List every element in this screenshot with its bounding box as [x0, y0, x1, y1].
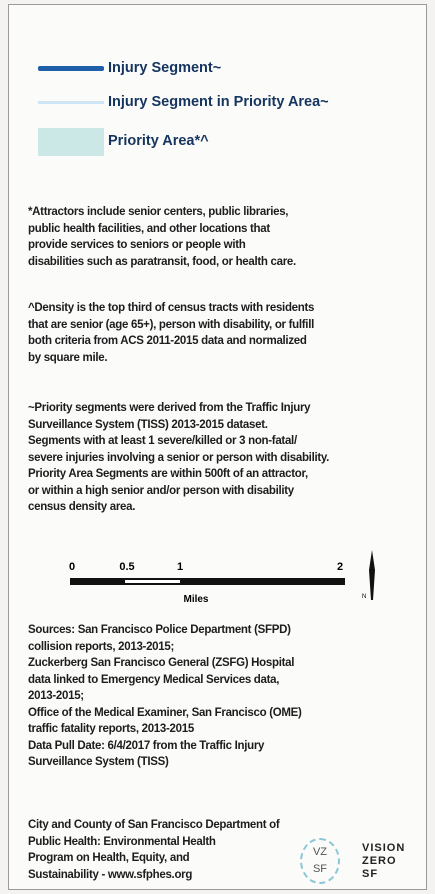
- scale-label: 0: [69, 561, 75, 573]
- text-line: census density area.: [28, 501, 136, 513]
- north-label: N: [362, 594, 366, 600]
- logo-text: SF: [312, 863, 328, 875]
- text-line: public health facilities, and other loca…: [28, 222, 270, 235]
- logo-text: ZERO: [362, 855, 397, 867]
- text-line: by square mile.: [28, 351, 108, 364]
- text-line: Zuckerberg San Francisco General (ZSFG) …: [28, 657, 295, 669]
- text-line: Data Pull Date: 6/4/2017 from the Traffi…: [28, 739, 265, 752]
- injury-segment-swatch: [38, 66, 104, 71]
- logo-words: VISION ZERO SF: [362, 842, 405, 881]
- text-line: that are senior (age 65+), person with d…: [28, 318, 314, 331]
- text-line: traffic fatality reports, 2013-2015: [28, 723, 194, 735]
- text-line: disabilities such as paratransit, food, …: [28, 255, 296, 268]
- scale-label: 2: [337, 561, 343, 573]
- text-line: ^Density is the top third of census trac…: [28, 302, 315, 314]
- legend-label: Priority Area*^: [108, 133, 209, 149]
- footer: City and County of San Francisco Departm…: [28, 817, 280, 883]
- note: ~Priority segments were derived from the…: [28, 400, 329, 516]
- text-line: Program on Health, Equity, and: [28, 852, 190, 864]
- text-line: provide services to seniors or people wi…: [28, 239, 246, 251]
- scale-bar-segment: [125, 580, 180, 583]
- legend-label: Injury Segment in Priority Area~: [108, 94, 329, 110]
- text-line: Surveillance System (TISS) 2013-2015 dat…: [28, 418, 268, 431]
- text-line: 2013-2015;: [28, 690, 84, 702]
- scale-bar: 0 0.5 1 2 Miles N: [69, 550, 375, 605]
- legend-label: Injury Segment~: [108, 60, 222, 76]
- text-line: ~Priority segments were derived from the…: [28, 402, 311, 414]
- scale-bar-segment: [70, 578, 345, 585]
- text-line: Segments with at least 1 severe/killed o…: [28, 435, 297, 447]
- logo-text: SF: [362, 868, 379, 880]
- scale-label: 1: [177, 561, 183, 573]
- text-line: Priority Area Segments are within 500ft …: [28, 468, 308, 480]
- text-line: City and County of San Francisco Departm…: [28, 819, 280, 831]
- priority-area-swatch: [38, 128, 104, 156]
- note: ^Density is the top third of census trac…: [28, 300, 314, 366]
- text-line: Sustainability - www.sfphes.org: [28, 868, 193, 881]
- scale-label: 0.5: [119, 561, 134, 573]
- logo-text: VISION: [362, 842, 406, 854]
- text-line: Sources: San Francisco Police Department…: [28, 624, 291, 636]
- north-arrow: [369, 550, 375, 600]
- scale-unit: Miles: [183, 594, 208, 605]
- text-line: Surveillance System (TISS): [28, 756, 169, 768]
- text-line: data linked to Emergency Medical Service…: [28, 673, 280, 686]
- text-line: Public Health: Environmental Health: [28, 835, 216, 848]
- text-line: severe injuries involving a senior or pe…: [28, 451, 330, 464]
- text-line: *Attractors include senior centers, publ…: [28, 206, 289, 218]
- text-line: or within a high senior and/or person wi…: [28, 484, 294, 497]
- text-line: collision reports, 2013-2015;: [28, 640, 174, 653]
- note: *Attractors include senior centers, publ…: [28, 204, 296, 270]
- text-line: both criteria from ACS 2011-2015 data an…: [28, 335, 307, 347]
- logo-text: VZ: [312, 846, 328, 858]
- text-line: Office of the Medical Examiner, San Fran…: [28, 706, 302, 719]
- priority-segment-swatch: [38, 101, 104, 104]
- logo-badge: VZ SF: [300, 838, 340, 884]
- sources: Sources: San Francisco Police Department…: [28, 622, 302, 771]
